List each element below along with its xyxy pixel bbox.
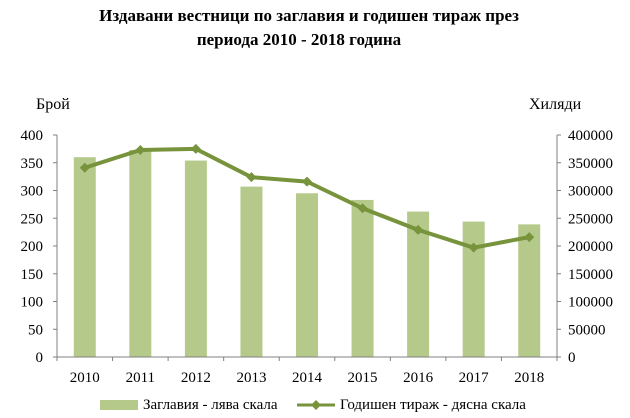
left-tick-label: 50: [28, 322, 43, 338]
x-tick-label-2018: 2018: [514, 370, 544, 386]
bar-2011: [129, 149, 152, 357]
right-tick-label: 100000: [568, 295, 613, 311]
right-tick-label: 250000: [568, 211, 613, 227]
bar-2010: [73, 157, 96, 357]
bar-2012: [184, 160, 207, 357]
x-tick-label-2017: 2017: [459, 370, 490, 386]
left-tick-label: 350: [21, 156, 44, 172]
left-tick-label: 250: [21, 211, 44, 227]
bar-2015: [351, 199, 374, 357]
right-tick-label: 0: [568, 350, 576, 366]
legend-bar-swatch: [100, 400, 138, 410]
bar-2013: [240, 186, 263, 357]
line-point-2015: [357, 203, 368, 214]
left-tick-label: 100: [21, 295, 44, 311]
chart-title-line-1: Издавани вестници по заглавия и годишен …: [99, 6, 519, 25]
bar-2017: [462, 221, 485, 357]
x-tick-label-2013: 2013: [236, 370, 266, 386]
left-tick-label: 200: [21, 239, 44, 255]
line-point-2018: [524, 232, 535, 243]
line-point-2013: [246, 172, 257, 183]
legend-bar-label: Заглавия - лява скала: [143, 397, 278, 413]
line-point-2017: [468, 242, 479, 253]
x-tick-label-2011: 2011: [126, 370, 155, 386]
x-tick-label-2014: 2014: [292, 370, 323, 386]
right-tick-label: 300000: [568, 184, 613, 200]
line-point-2010: [79, 162, 90, 173]
bar-2014: [296, 193, 318, 357]
legend-line-swatch: [297, 400, 335, 410]
legend-line-label: Годишен тираж - дясна скала: [340, 397, 526, 413]
x-tick-label-2012: 2012: [181, 370, 211, 386]
right-tick-label: 50000: [568, 322, 606, 338]
right-axis-unit-label: Хиляди: [529, 96, 582, 113]
left-axis-unit-label: Брой: [36, 96, 70, 113]
x-tick-label-2015: 2015: [348, 370, 378, 386]
right-tick-label: 200000: [568, 239, 613, 255]
line-point-2014: [302, 176, 312, 187]
left-tick-label: 0: [36, 350, 44, 366]
right-tick-label: 400000: [568, 128, 613, 144]
line-point-2011: [135, 144, 146, 155]
left-tick-label: 400: [21, 128, 44, 144]
right-tick-label: 150000: [568, 267, 613, 283]
x-tick-label-2010: 2010: [70, 370, 100, 386]
left-tick-label: 150: [21, 267, 44, 283]
line-point-2012: [190, 143, 201, 154]
x-tick-label-2016: 2016: [403, 370, 434, 386]
bar-2016: [407, 211, 430, 357]
left-tick-label: 300: [21, 184, 44, 200]
right-tick-label: 350000: [568, 156, 613, 172]
chart-title-line-2: периода 2010 - 2018 година: [196, 30, 402, 49]
bar-2018: [518, 224, 541, 357]
line-point-2016: [413, 224, 424, 235]
